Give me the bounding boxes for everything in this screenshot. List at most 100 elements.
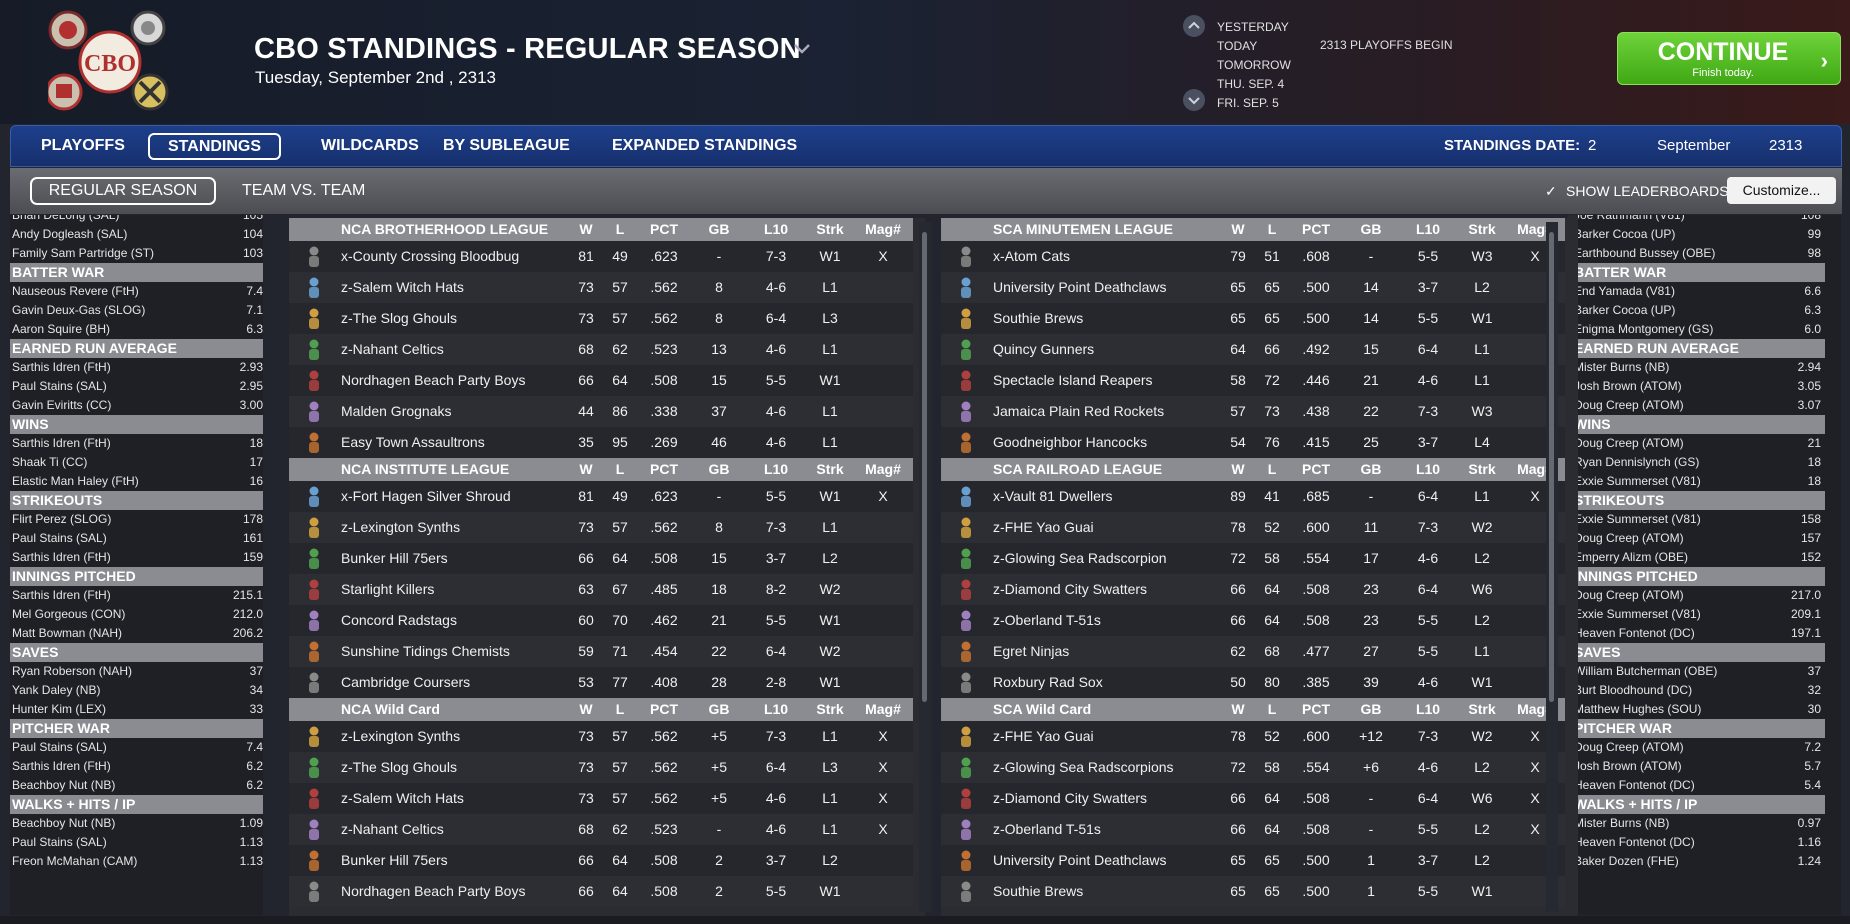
- player-name[interactable]: Paul Stains (SAL): [12, 835, 107, 849]
- leader-row[interactable]: William Butcherman (OBE) 37: [1572, 662, 1825, 681]
- leader-row[interactable]: Doug Creep (ATOM) 7.2: [1572, 738, 1825, 757]
- table-row[interactable]: Spectacle Island Reapers 58 72 .446 21 4-6 L1: [941, 365, 1565, 396]
- column-header[interactable]: GB: [708, 221, 730, 237]
- player-name[interactable]: Doug Creep (ATOM): [1574, 588, 1684, 602]
- team-name[interactable]: Nordhagen Beach Party Boys: [341, 883, 526, 899]
- column-header[interactable]: GB: [708, 701, 730, 717]
- standings-month-select[interactable]: September: [1657, 137, 1731, 154]
- leader-row[interactable]: Beachboy Nut (NB) 1.09: [10, 814, 263, 833]
- leader-row[interactable]: Josh Brown (ATOM) 3.05: [1572, 377, 1825, 396]
- player-name[interactable]: Paul Stains (SAL): [12, 531, 107, 545]
- table-row[interactable]: z-Oberland T-51s 66 64 .508 - 5-5 L2 X: [941, 814, 1565, 845]
- player-name[interactable]: Barker Cocoa (UP): [1574, 227, 1676, 241]
- date-today[interactable]: TODAY: [1217, 39, 1258, 53]
- tab-by-subleague[interactable]: BY SUBLEAGUE: [443, 137, 570, 154]
- player-name[interactable]: Aaron Squire (BH): [12, 322, 111, 336]
- team-name[interactable]: University Point Deathclaws: [993, 279, 1167, 295]
- sca-table-scrollbar[interactable]: [1546, 222, 1558, 912]
- team-name[interactable]: Starlight Killers: [341, 581, 435, 597]
- team-name[interactable]: Cambridge Coursers: [341, 674, 471, 690]
- leader-row[interactable]: Doug Creep (ATOM) 157: [1572, 529, 1825, 548]
- column-header[interactable]: L: [615, 461, 625, 477]
- team-name[interactable]: z-Salem Witch Hats: [341, 790, 464, 806]
- team-name[interactable]: Southie Brews: [993, 883, 1084, 899]
- table-row[interactable]: Starlight Killers 63 67 .485 18 8-2 W2: [289, 574, 913, 605]
- column-header[interactable]: Strk: [816, 221, 844, 237]
- player-name[interactable]: Barker Cocoa (UP): [1574, 303, 1676, 317]
- player-name[interactable]: Burt Bloodhound (DC): [1574, 683, 1693, 697]
- column-header[interactable]: GB: [708, 461, 730, 477]
- leader-row[interactable]: Sarthis Idren (FtH) 6.2: [10, 757, 263, 776]
- player-name[interactable]: Matt Bowman (NAH): [12, 626, 123, 640]
- leader-row[interactable]: Heaven Fontenot (DC) 197.1: [1572, 624, 1825, 643]
- leader-row[interactable]: Aaron Squire (BH) 6.3: [10, 320, 263, 339]
- player-name[interactable]: Mister Burns (NB): [1574, 816, 1670, 830]
- column-header[interactable]: GB: [1360, 221, 1382, 237]
- leader-row[interactable]: Sarthis Idren (FtH) 18: [10, 434, 263, 453]
- column-header[interactable]: L10: [763, 221, 789, 237]
- column-header[interactable]: Strk: [816, 461, 844, 477]
- column-header[interactable]: L10: [763, 461, 789, 477]
- column-header[interactable]: L: [1267, 221, 1277, 237]
- leader-row[interactable]: Enigma Montgomery (GS) 6.0: [1572, 320, 1825, 339]
- column-header[interactable]: W: [1231, 221, 1245, 237]
- player-name[interactable]: Paul Stains (SAL): [12, 740, 107, 754]
- column-header[interactable]: W: [1231, 701, 1245, 717]
- team-name[interactable]: x-Fort Hagen Silver Shroud: [341, 488, 511, 504]
- player-name[interactable]: Emperry Alizm (OBE): [1574, 550, 1689, 564]
- table-row[interactable]: Cambridge Coursers 53 77 .408 28 2-8 W1: [289, 667, 913, 698]
- leader-row[interactable]: Matt Bowman (NAH) 206.2: [10, 624, 263, 643]
- player-name[interactable]: Mel Gorgeous (CON): [12, 607, 126, 621]
- table-row[interactable]: z-Glowing Sea Radscorpion 72 58 .554 17 4-6 L2: [941, 543, 1565, 574]
- column-header[interactable]: PCT: [1302, 701, 1330, 717]
- leader-row[interactable]: Yank Daley (NB) 34: [10, 681, 263, 700]
- leader-row[interactable]: Joe Rathmann (V81) 108: [1572, 215, 1825, 225]
- table-row[interactable]: z-Glowing Sea Radscorpions 72 58 .554 +6 4-6 L…: [941, 752, 1565, 783]
- column-header[interactable]: Strk: [1468, 461, 1496, 477]
- nca-table-scrollbar[interactable]: [919, 222, 931, 912]
- team-name[interactable]: x-County Crossing Bloodbug: [341, 248, 520, 264]
- team-name[interactable]: x-Vault 81 Dwellers: [993, 488, 1113, 504]
- player-name[interactable]: Sarthis Idren (FtH): [12, 360, 111, 374]
- player-name[interactable]: Doug Creep (ATOM): [1574, 531, 1684, 545]
- team-name[interactable]: z-Oberland T-51s: [993, 821, 1101, 837]
- column-header[interactable]: Mag#: [1517, 461, 1553, 477]
- tab-team-vs-team[interactable]: TEAM VS. TEAM: [242, 182, 366, 199]
- table-row[interactable]: z-The Slog Ghouls 73 57 .562 +5 6-4 L3 X: [289, 752, 913, 783]
- table-row[interactable]: z-Diamond City Swatters 66 64 .508 23 6-4 W6: [941, 574, 1565, 605]
- leader-row[interactable]: Gavin Eviritts (CC) 3.00: [10, 396, 263, 415]
- column-header[interactable]: Mag#: [865, 221, 901, 237]
- standings-year-select[interactable]: 2313: [1769, 137, 1803, 154]
- player-name[interactable]: Yank Daley (NB): [12, 683, 101, 697]
- column-header[interactable]: PCT: [650, 461, 678, 477]
- column-header[interactable]: L: [615, 221, 625, 237]
- tab-wildcards[interactable]: WILDCARDS: [321, 137, 419, 154]
- column-header[interactable]: PCT: [1302, 221, 1330, 237]
- table-row[interactable]: z-Lexington Synths 73 57 .562 8 7-3 L1: [289, 512, 913, 543]
- team-name[interactable]: Spectacle Island Reapers: [993, 372, 1153, 388]
- leader-row[interactable]: Mister Burns (NB) 0.97: [1572, 814, 1825, 833]
- column-header[interactable]: W: [579, 221, 593, 237]
- team-name[interactable]: z-Nahant Celtics: [341, 821, 444, 837]
- column-header[interactable]: PCT: [650, 221, 678, 237]
- team-name[interactable]: z-The Slog Ghouls: [341, 759, 457, 775]
- continue-button[interactable]: CONTINUE Finish today. ›: [1617, 32, 1841, 85]
- player-name[interactable]: Heaven Fontenot (DC): [1574, 778, 1695, 792]
- table-row[interactable]: Malden Grognaks 44 86 .338 37 4-6 L1: [289, 396, 913, 427]
- leader-row[interactable]: Exxie Summerset (V81) 18: [1572, 472, 1825, 491]
- player-name[interactable]: Matthew Hughes (SOU): [1574, 702, 1702, 716]
- tab-expanded-standings[interactable]: EXPANDED STANDINGS: [612, 137, 798, 154]
- date-fri[interactable]: FRI. SEP. 5: [1217, 96, 1279, 110]
- leader-row[interactable]: Ryan Dennislynch (GS) 18: [1572, 453, 1825, 472]
- table-row[interactable]: z-Oberland T-51s 66 64 .508 23 5-5 L2: [941, 605, 1565, 636]
- player-name[interactable]: Beachboy Nut (NB): [12, 778, 116, 792]
- team-name[interactable]: Bunker Hill 75ers: [341, 550, 448, 566]
- tab-standings[interactable]: STANDINGS: [148, 133, 282, 160]
- player-name[interactable]: Elastic Man Haley (FtH): [12, 474, 139, 488]
- team-name[interactable]: z-Oberland T-51s: [993, 612, 1101, 628]
- team-name[interactable]: Easy Town Assaultrons: [341, 434, 485, 450]
- table-row[interactable]: x-Atom Cats 79 51 .608 - 5-5 W3 X: [941, 241, 1565, 272]
- player-name[interactable]: Doug Creep (ATOM): [1574, 398, 1684, 412]
- team-name[interactable]: Bunker Hill 75ers: [341, 852, 448, 868]
- table-row[interactable]: Bunker Hill 75ers 66 64 .508 2 3-7 L2: [289, 845, 913, 876]
